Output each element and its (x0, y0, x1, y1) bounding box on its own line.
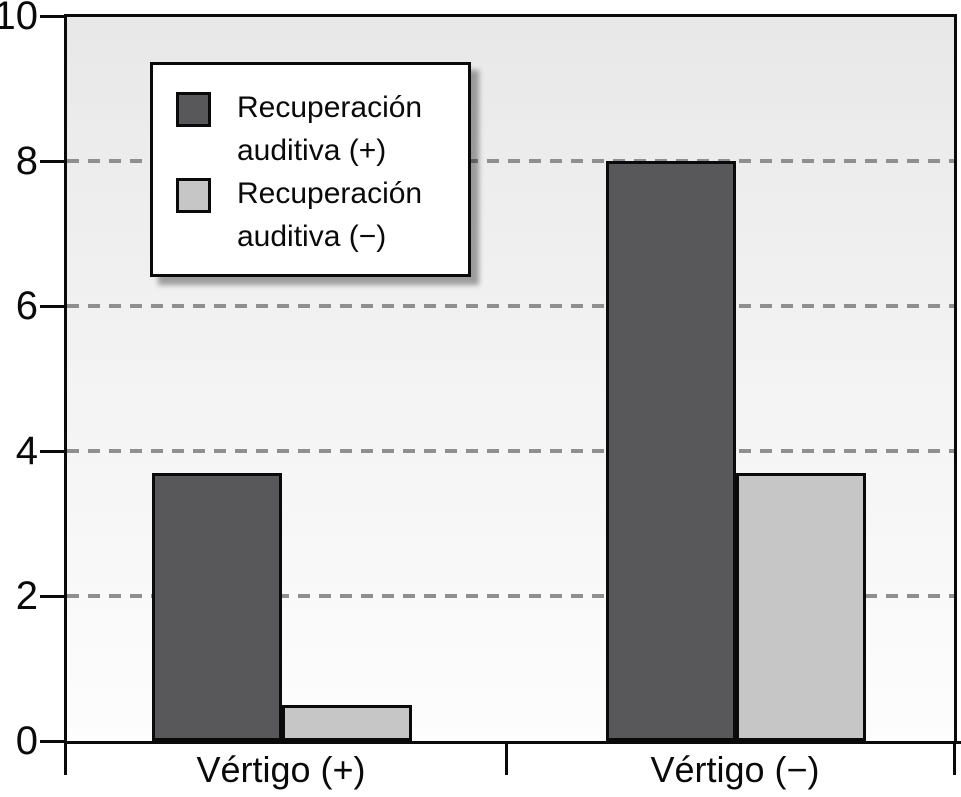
gridline-y2 (67, 594, 954, 598)
legend-label-line1: Recuperación (237, 91, 423, 124)
y-axis-tick-label-10: 10 (0, 0, 38, 38)
bar-series1-vertigo-pos (152, 473, 282, 741)
gridline-y6 (67, 304, 954, 308)
bar-series1-vertigo-neg (606, 161, 736, 741)
legend-label: Recuperación auditiva (−) (237, 172, 422, 258)
bar-series2-vertigo-pos (282, 705, 412, 741)
y-axis-tick-0 (40, 739, 66, 743)
y-axis-tick-label-4: 4 (15, 429, 38, 473)
legend-label-line2: auditiva (+) (237, 134, 387, 167)
legend-label-line1: Recuperación (237, 177, 423, 210)
legend-item-recuperacion-auditiva-pos: Recuperación auditiva (+) (174, 86, 468, 172)
y-axis-tick-label-2: 2 (15, 574, 38, 618)
y-axis-tick-label-8: 8 (15, 139, 38, 183)
legend-item-recuperacion-auditiva-neg: Recuperación auditiva (−) (174, 172, 468, 258)
legend-label: Recuperación auditiva (+) (237, 86, 422, 172)
y-axis-tick-4 (40, 449, 66, 453)
legend-swatch-light (176, 178, 211, 213)
y-axis-tick-2 (40, 594, 66, 598)
legend-swatch-dark (176, 92, 211, 127)
y-axis-tick-6 (40, 304, 66, 308)
plot-top-border (64, 14, 957, 17)
y-axis-tick-10 (40, 14, 66, 18)
gridline-y8 (67, 159, 954, 163)
x-axis-label-vertigo-pos: Vértigo (+) (196, 749, 366, 790)
bar-series2-vertigo-neg (736, 473, 866, 741)
x-axis-separator-tick-1 (505, 741, 508, 775)
legend: Recuperación auditiva (+) Recuperación a… (150, 62, 471, 277)
plot-right-border (954, 14, 957, 744)
x-axis-separator-tick-2 (952, 741, 956, 775)
x-axis-label-vertigo-neg: Vértigo (−) (650, 749, 820, 790)
y-axis-tick-label-0: 0 (15, 719, 38, 763)
y-axis-tick-8 (40, 159, 66, 163)
x-axis-line (64, 741, 961, 744)
y-axis-tick-label-6: 6 (15, 284, 38, 328)
y-axis-line (64, 14, 67, 775)
gridline-y4 (67, 449, 954, 453)
legend-label-line2: auditiva (−) (237, 220, 387, 253)
